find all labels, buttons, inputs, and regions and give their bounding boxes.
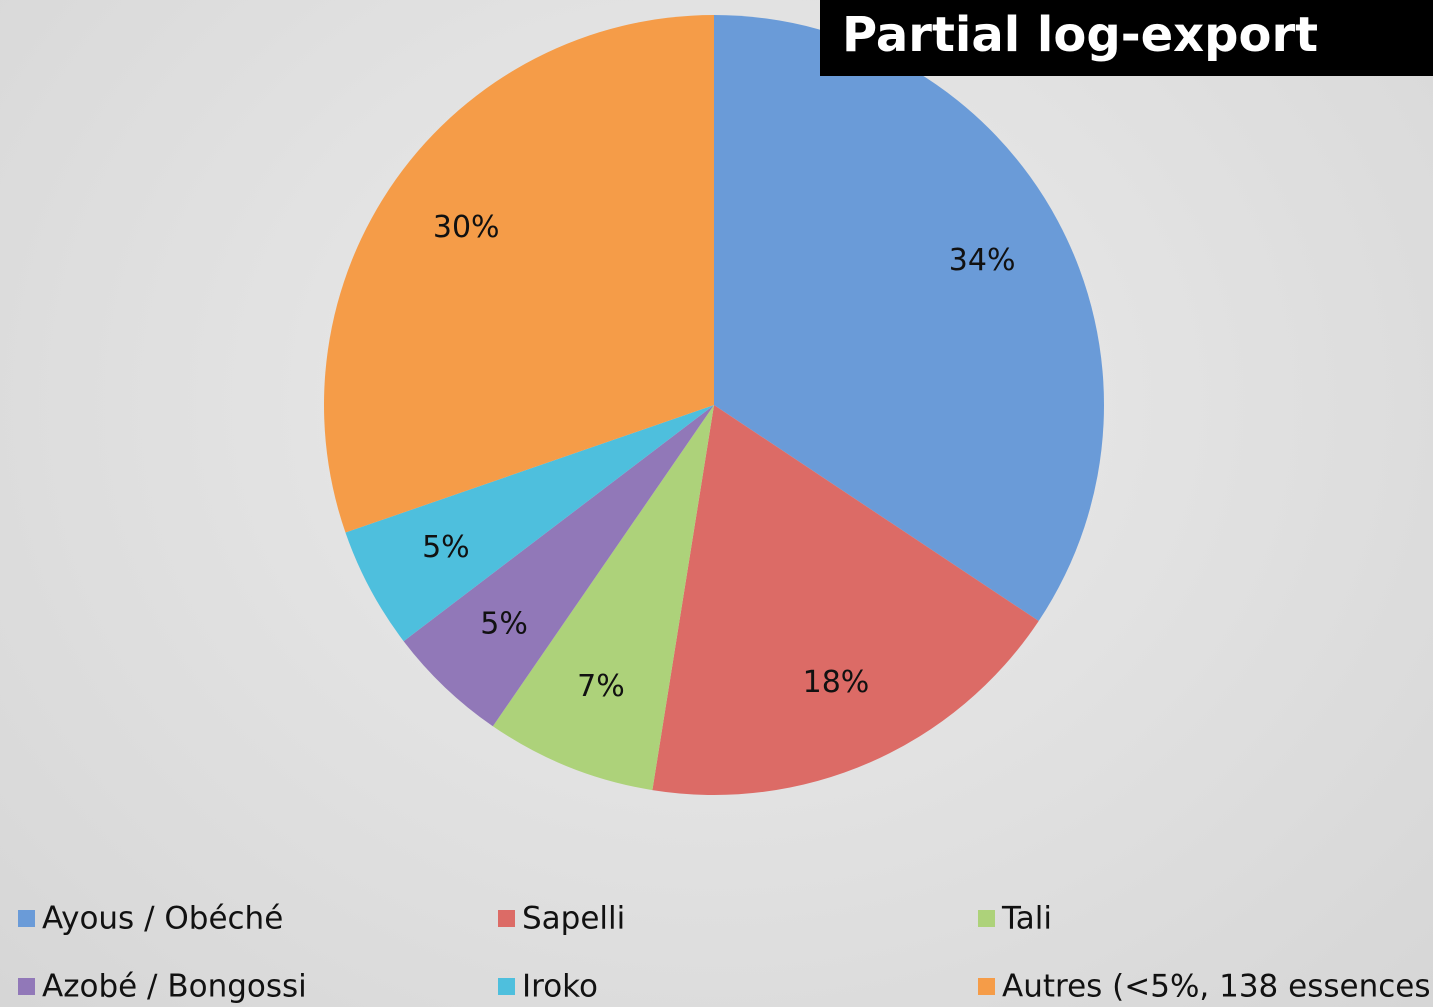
pie: 34% 18% 7% 5% 5% 30% Ayous / Obéché Sapelli Tali… (18, 15, 1433, 1005)
data-label: 5% (480, 607, 528, 642)
legend-label: Ayous / Obéché (42, 901, 283, 937)
data-label: 34% (949, 243, 1016, 278)
data-label: 18% (803, 665, 870, 700)
data-label: 7% (577, 669, 625, 704)
legend-swatch (498, 910, 515, 927)
legend-label: Tali (1001, 901, 1052, 937)
legend-swatch (978, 910, 995, 927)
chart: 34% 18% 7% 5% 5% 30% Ayous / Obéché Sapelli Tali… (0, 0, 1433, 1007)
legend-swatch (498, 978, 515, 995)
legend-label: Sapelli (522, 901, 625, 937)
data-label: 30% (433, 210, 500, 245)
page: 34% 18% 7% 5% 5% 30% Ayous / Obéché Sapelli Tali… (0, 0, 1433, 1007)
legend-label: Azobé / Bongossi (42, 969, 307, 1005)
chart-title: Partial log-export (842, 7, 1318, 63)
legend-label: Iroko (522, 969, 598, 1005)
legend-swatch (978, 978, 995, 995)
data-label: 5% (422, 530, 470, 565)
legend-label: Autres (<5%, 138 essences) (1002, 969, 1433, 1005)
legend-swatch (18, 978, 35, 995)
legend-swatch (18, 910, 35, 927)
